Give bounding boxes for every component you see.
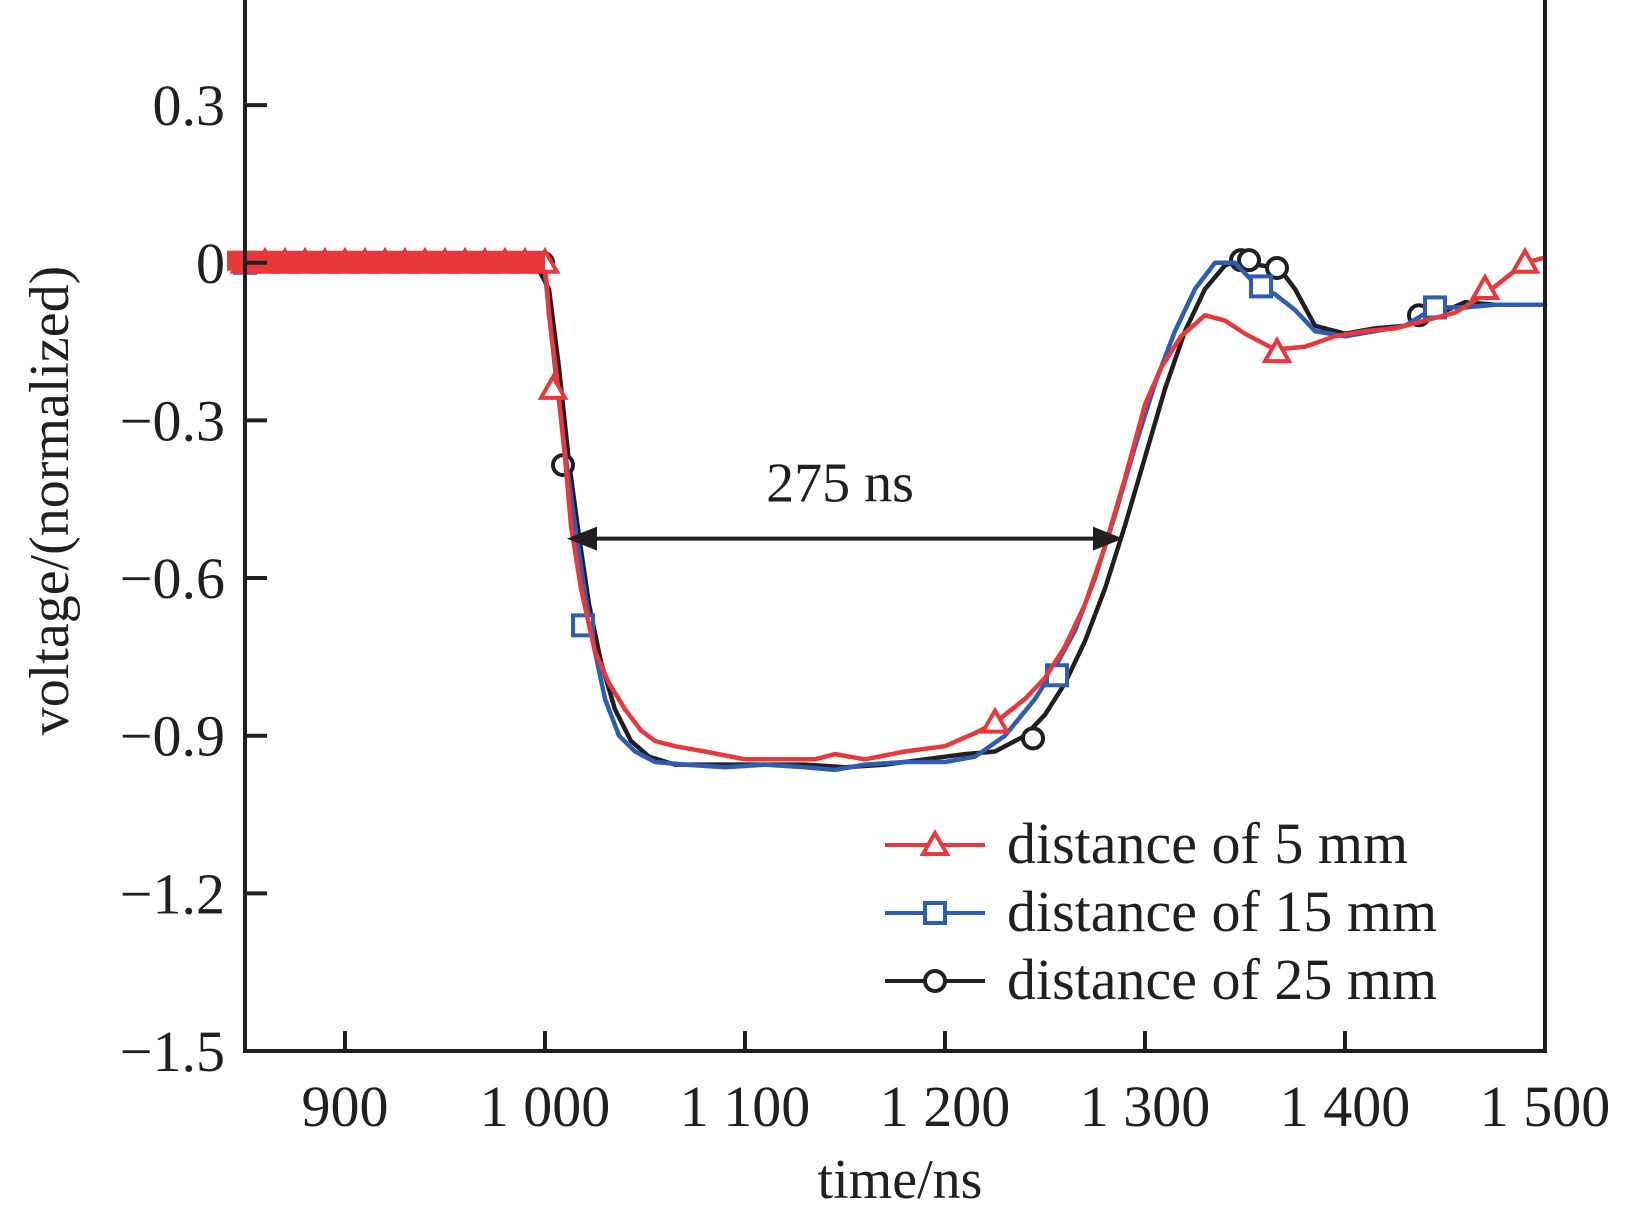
- data-point-marker: [537, 372, 569, 400]
- x-tick-label: 1 100: [680, 1074, 811, 1139]
- data-point-marker: [1237, 248, 1261, 273]
- x-tick-label: 1 000: [480, 1074, 611, 1139]
- series-line: [242, 260, 1548, 773]
- y-tick-label: −1.2: [120, 861, 225, 926]
- plot-frame: [243, 0, 1547, 1053]
- legend-label: distance of 25 mm: [1007, 947, 1437, 1012]
- data-point-marker: [1509, 246, 1541, 274]
- legend-label: distance of 15 mm: [1007, 879, 1437, 944]
- duration-arrow-head-left: [567, 526, 597, 551]
- annotation-layer: 275 ns: [567, 453, 1123, 551]
- x-tick-label: 1 200: [880, 1074, 1011, 1139]
- series-line: [242, 255, 1548, 762]
- y-tick-label: −1.5: [120, 1019, 225, 1084]
- y-tick-label: −0.6: [120, 546, 225, 611]
- legend-entry: distance of 5 mm: [885, 811, 1408, 876]
- x-tick-label: 900: [302, 1074, 389, 1139]
- data-point-marker: [1261, 336, 1293, 364]
- x-tick-label: 1 300: [1080, 1074, 1211, 1139]
- y-tick-label: 0.3: [153, 73, 226, 138]
- data-point-marker: [1469, 272, 1501, 301]
- legend-label: distance of 5 mm: [1007, 811, 1408, 876]
- y-tick-label: 0: [196, 231, 225, 296]
- data-point-marker: [1021, 726, 1045, 751]
- x-tick-label: 1 400: [1280, 1074, 1411, 1139]
- duration-arrow-head-right: [1093, 526, 1123, 551]
- y-axis-label: voltage/(normalized): [19, 266, 81, 736]
- y-tick-label: −0.9: [120, 704, 225, 769]
- data-point-marker: [1265, 256, 1289, 281]
- x-tick-label: 1 500: [1480, 1074, 1611, 1139]
- legend-entry: distance of 25 mm: [885, 947, 1437, 1012]
- y-tick-label: −0.3: [120, 388, 225, 453]
- x-axis-label: time/ns: [818, 1149, 983, 1211]
- series-layer: [227, 246, 1548, 773]
- legend-marker: [923, 969, 947, 993]
- data-point-marker: [979, 706, 1011, 734]
- legend-marker: [919, 828, 951, 856]
- legend-entry: distance of 15 mm: [885, 879, 1437, 944]
- data-point-marker: [1249, 274, 1273, 299]
- axes-layer: 900 1 000 1 100 1 200 1 300 1 400 1 500 0.3 0 −0.…: [120, 73, 1610, 1139]
- legend-marker: [923, 901, 947, 925]
- duration-annotation: 275 ns: [766, 453, 914, 515]
- dense-marker-band: [227, 250, 545, 271]
